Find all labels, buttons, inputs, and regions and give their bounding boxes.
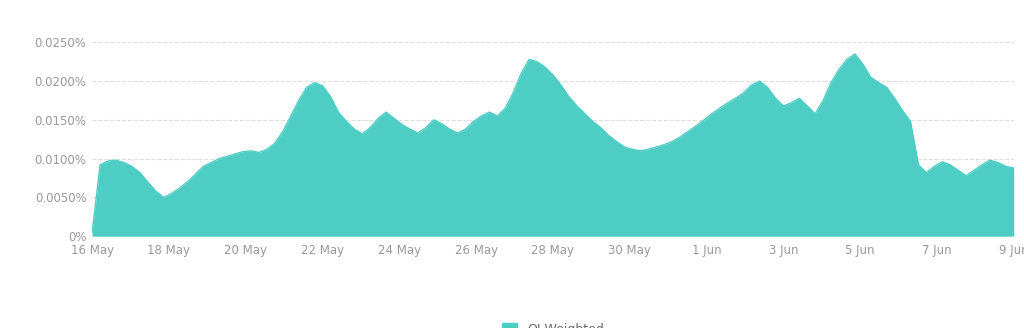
Legend: OI-Weighted: OI-Weighted — [497, 318, 609, 328]
